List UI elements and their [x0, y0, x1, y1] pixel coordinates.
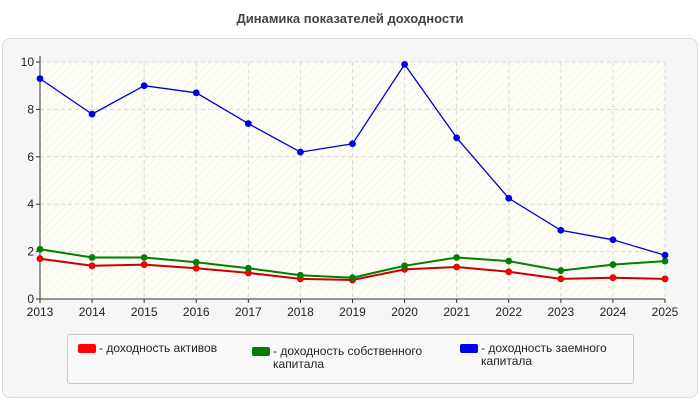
data-point: [401, 60, 408, 68]
data-point: [140, 82, 148, 90]
y-tick-label: 2: [27, 245, 34, 259]
data-point: [661, 257, 669, 265]
data-point: [609, 236, 617, 244]
data-point: [349, 140, 356, 148]
x-tick-label: 2013: [27, 305, 54, 319]
legend-swatch-green: [252, 347, 270, 356]
y-tick-label: 0: [27, 292, 34, 306]
data-point: [192, 264, 200, 272]
data-point: [661, 251, 669, 259]
legend-swatch-red: [78, 344, 96, 353]
chart-title: Динамика показателей доходности: [236, 11, 464, 26]
data-point: [349, 274, 356, 282]
data-point: [453, 263, 461, 271]
y-tick-label: 10: [21, 55, 35, 69]
legend-swatch-blue: [460, 344, 478, 353]
data-point: [140, 261, 148, 269]
data-point: [557, 275, 565, 283]
x-tick-label: 2020: [391, 305, 418, 319]
data-point: [661, 275, 669, 283]
data-point: [505, 268, 513, 276]
data-point: [192, 258, 200, 266]
data-point: [244, 264, 252, 272]
x-tick-label: 2014: [79, 305, 106, 319]
legend-label: - доходность активов: [99, 341, 218, 355]
x-tick-label: 2017: [235, 305, 262, 319]
legend-label: - доходность собственного капитала: [273, 344, 423, 371]
x-tick-label: 2016: [183, 305, 210, 319]
y-tick-label: 8: [27, 102, 34, 116]
data-point: [297, 271, 304, 279]
data-point: [36, 255, 44, 263]
y-tick-label: 6: [27, 150, 34, 164]
legend-item-assets: - доходность активов: [78, 342, 259, 355]
data-point: [609, 261, 617, 269]
data-point: [557, 267, 565, 274]
data-point: [505, 194, 513, 202]
data-point: [36, 245, 44, 253]
data-point: [88, 262, 96, 270]
legend-item-equity: - доходность собственного капитала: [252, 345, 433, 371]
x-tick-label: 2025: [652, 305, 679, 319]
x-tick-label: 2019: [339, 305, 366, 319]
legend-label: - доходность заемного капитала: [481, 341, 607, 368]
data-point: [505, 257, 513, 265]
x-tick-label: 2022: [495, 305, 522, 319]
data-point: [401, 262, 408, 270]
data-point: [453, 134, 461, 142]
data-point: [36, 75, 44, 82]
x-tick-label: 2023: [547, 305, 574, 319]
legend-item-debt: - доходность заемного капитала: [460, 342, 641, 368]
data-point: [297, 148, 304, 156]
x-tick-label: 2024: [600, 305, 627, 319]
data-point: [557, 226, 565, 234]
data-point: [88, 110, 96, 118]
y-tick-label: 4: [27, 197, 34, 211]
data-point: [192, 89, 200, 97]
x-tick-label: 2021: [443, 305, 470, 319]
chart-legend: - доходность активов - доходность собств…: [67, 334, 634, 384]
x-tick-label: 2018: [287, 305, 314, 319]
data-point: [453, 254, 461, 261]
data-point: [609, 274, 617, 282]
x-tick-label: 2015: [131, 305, 158, 319]
data-point: [88, 254, 96, 261]
data-point: [140, 254, 148, 261]
data-point: [244, 120, 252, 128]
